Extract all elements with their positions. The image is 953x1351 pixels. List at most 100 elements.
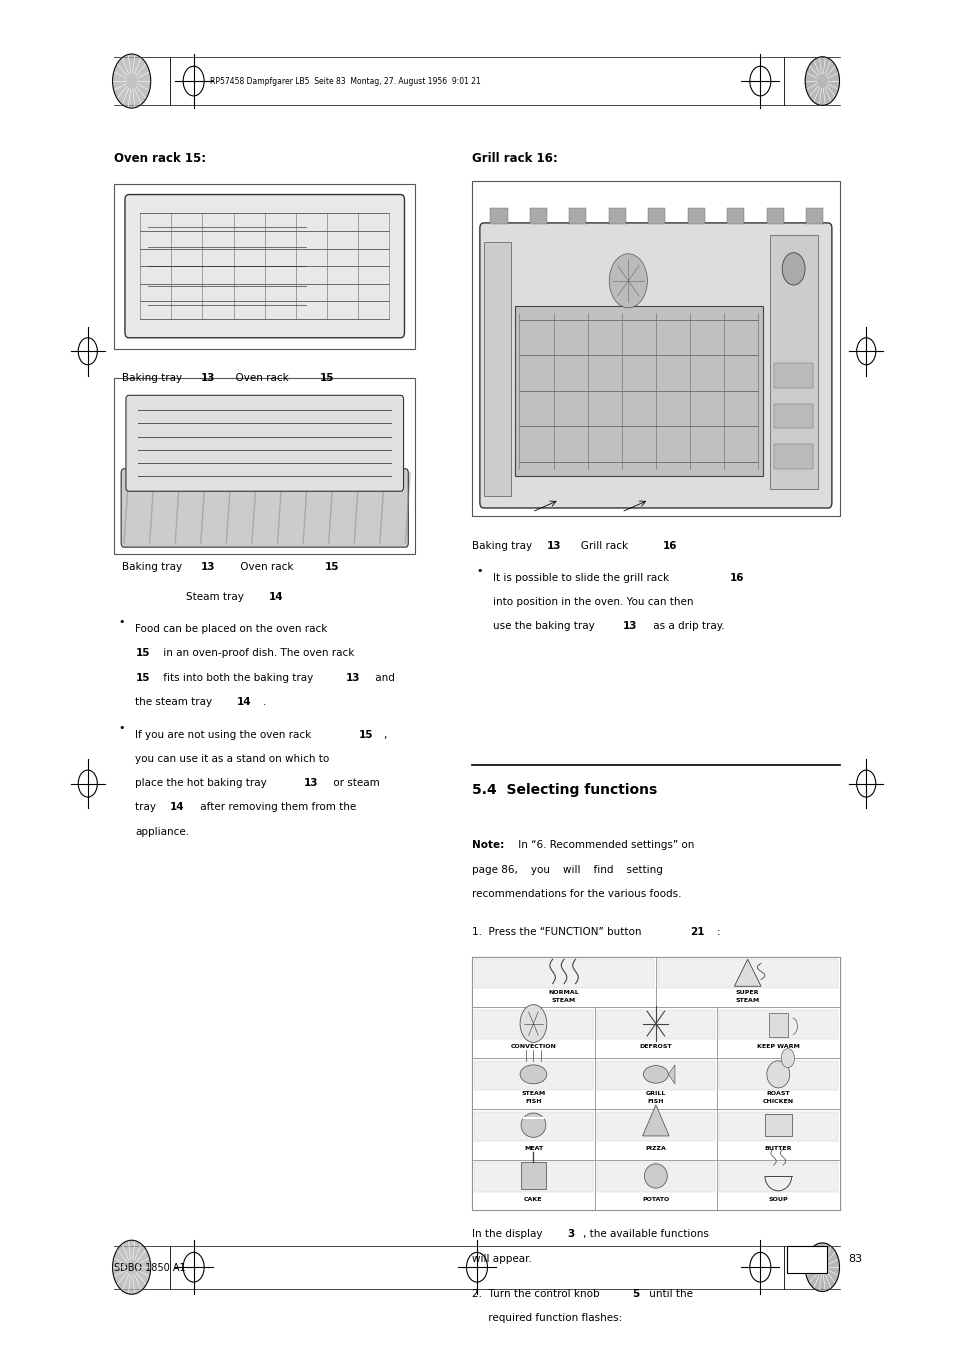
Text: SOUP: SOUP (768, 1197, 787, 1202)
Bar (717, 1008, 839, 1058)
Text: BUTTER: BUTTER (763, 1146, 791, 1151)
Bar (472, 181, 839, 516)
Text: STEAM: STEAM (735, 997, 759, 1002)
Text: Note:: Note: (472, 840, 504, 850)
Bar (114, 378, 415, 554)
Text: 15: 15 (135, 673, 150, 682)
Bar (655, 957, 839, 1008)
Text: 2.  Turn the control knob: 2. Turn the control knob (472, 1289, 602, 1298)
Text: Oven rack: Oven rack (229, 373, 292, 384)
Bar (719, 1112, 837, 1140)
Circle shape (609, 254, 647, 308)
Text: as a drip tray.: as a drip tray. (649, 621, 723, 631)
Text: appliance.: appliance. (135, 827, 190, 836)
Text: .: . (263, 697, 267, 707)
Bar (474, 1162, 592, 1192)
Ellipse shape (644, 1163, 666, 1188)
Text: :: : (716, 927, 720, 936)
FancyBboxPatch shape (121, 469, 408, 547)
Bar (769, 235, 817, 489)
Bar (594, 1109, 717, 1159)
FancyBboxPatch shape (126, 396, 403, 492)
Polygon shape (804, 1243, 839, 1292)
Text: Steam tray: Steam tray (186, 592, 247, 603)
Text: SUPER: SUPER (735, 989, 759, 994)
Text: place the hot baking tray: place the hot baking tray (135, 778, 271, 788)
Circle shape (519, 1005, 546, 1043)
FancyBboxPatch shape (479, 223, 831, 508)
Text: CHICKEN: CHICKEN (762, 1100, 793, 1104)
Text: 13: 13 (200, 373, 214, 384)
Bar (717, 1159, 839, 1210)
Bar (474, 1061, 592, 1090)
Text: Oven rack: Oven rack (224, 562, 296, 573)
Text: STEAM: STEAM (552, 997, 576, 1002)
Text: NORMAL: NORMAL (548, 989, 578, 994)
Text: If you are not using the oven rack: If you are not using the oven rack (135, 730, 314, 739)
Text: CAKE: CAKE (523, 1197, 542, 1202)
Text: PIZZA: PIZZA (645, 1146, 665, 1151)
Bar (472, 1058, 594, 1109)
Bar (648, 208, 665, 224)
Text: 14: 14 (269, 592, 283, 603)
Text: GB: GB (799, 1254, 814, 1265)
Text: 13: 13 (303, 778, 317, 788)
Text: Food can be placed on the oven rack: Food can be placed on the oven rack (135, 624, 328, 634)
Text: KEEP WARM: KEEP WARM (756, 1044, 799, 1050)
Bar (774, 363, 812, 388)
Text: POTATO: POTATO (641, 1197, 669, 1202)
Text: •: • (118, 617, 125, 627)
Text: In the display: In the display (472, 1229, 545, 1239)
Ellipse shape (642, 1066, 667, 1084)
Text: 13: 13 (345, 673, 359, 682)
Text: It is possible to slide the grill rack: It is possible to slide the grill rack (493, 573, 672, 582)
Text: FISH: FISH (647, 1100, 663, 1104)
Polygon shape (734, 959, 760, 986)
Bar (114, 184, 415, 349)
Bar (719, 1011, 837, 1039)
Text: Baking tray: Baking tray (122, 373, 185, 384)
Text: MEAT: MEAT (523, 1146, 542, 1151)
Polygon shape (641, 1105, 668, 1136)
Bar (483, 242, 511, 496)
Text: In “6. Recommended settings” on: In “6. Recommended settings” on (515, 840, 694, 850)
Text: 16: 16 (662, 540, 677, 551)
Ellipse shape (519, 1065, 546, 1084)
Text: 21: 21 (689, 927, 703, 936)
Text: ,: , (383, 730, 387, 739)
Text: Grill rack: Grill rack (571, 540, 631, 551)
Bar (596, 1112, 715, 1140)
Bar (766, 208, 783, 224)
Text: 15: 15 (319, 373, 334, 384)
Text: page 86,    you    will    find    setting: page 86, you will find setting (472, 865, 662, 874)
Text: Grill rack 16:: Grill rack 16: (472, 151, 558, 165)
Text: 3: 3 (567, 1229, 575, 1239)
Bar (472, 957, 656, 1008)
Text: •: • (476, 566, 482, 576)
Bar (774, 444, 812, 469)
FancyBboxPatch shape (125, 195, 404, 338)
Bar (805, 208, 822, 224)
Bar (474, 1011, 592, 1039)
Bar (717, 1109, 839, 1159)
Bar (657, 959, 837, 989)
Text: 1.  Press the “FUNCTION” button: 1. Press the “FUNCTION” button (472, 927, 644, 936)
Text: will appear.: will appear. (472, 1254, 532, 1263)
Text: until the: until the (645, 1289, 692, 1298)
Circle shape (781, 253, 804, 285)
Bar (474, 1112, 592, 1140)
Text: •: • (118, 723, 125, 732)
Text: you can use it as a stand on which to: you can use it as a stand on which to (135, 754, 330, 763)
Text: 15: 15 (358, 730, 373, 739)
Text: after removing them from the: after removing them from the (196, 802, 355, 812)
Text: 13: 13 (622, 621, 637, 631)
Bar (596, 1162, 715, 1192)
Text: DEFROST: DEFROST (639, 1044, 672, 1050)
Text: or steam: or steam (330, 778, 379, 788)
Circle shape (781, 1048, 794, 1067)
Bar (569, 208, 586, 224)
Text: ROAST: ROAST (765, 1092, 789, 1096)
Text: , the available functions: , the available functions (582, 1229, 708, 1239)
Bar (520, 1162, 545, 1189)
Bar (514, 307, 761, 476)
